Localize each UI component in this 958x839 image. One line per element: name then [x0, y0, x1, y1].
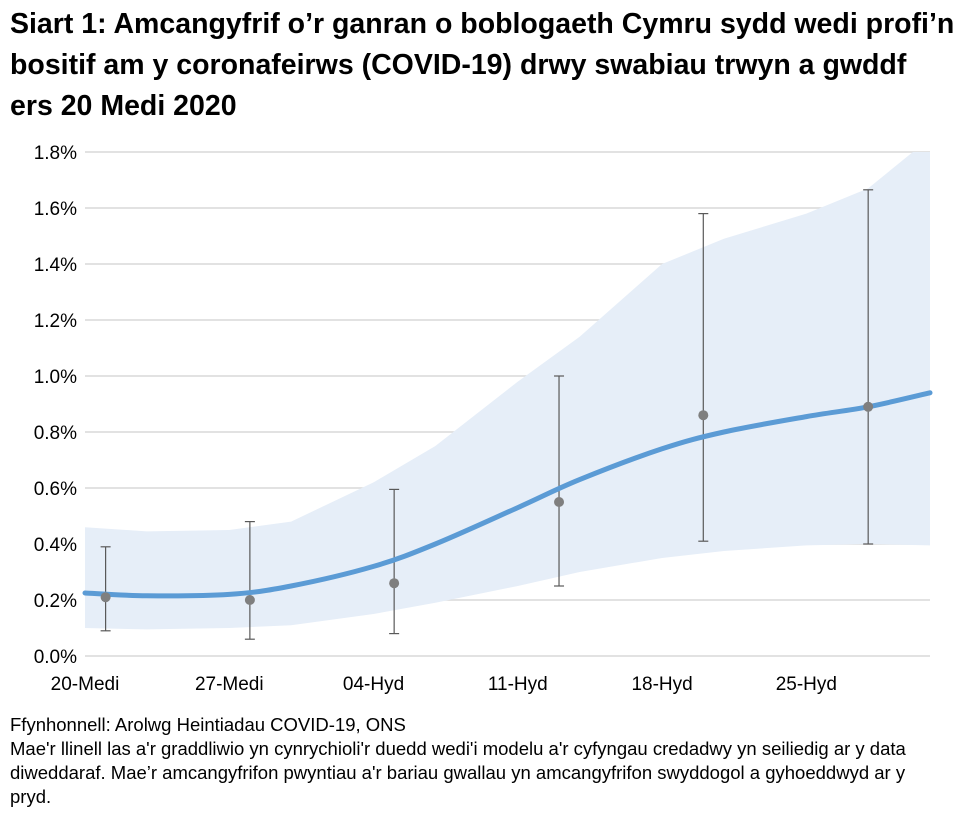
y-tick-label: 1.8%: [34, 143, 77, 164]
estimate-point: [698, 410, 709, 421]
official-estimate-points: [100, 401, 874, 605]
x-tick-label: 27-Medi: [195, 674, 264, 695]
y-tick-label: 1.4%: [34, 255, 77, 276]
y-tick-label: 0.0%: [34, 647, 77, 668]
estimate-point: [863, 401, 874, 412]
chart: 0.0% 0.2% 0.4% 0.6% 0.8% 1.0% 1.2% 1.4% 1.6% 1.8%…: [34, 143, 933, 695]
y-tick-label: 0.6%: [34, 479, 77, 500]
estimate-point: [554, 497, 565, 507]
y-tick-label: 1.6%: [34, 199, 77, 220]
y-axis-labels: 0.0% 0.2% 0.4% 0.6% 0.8% 1.0% 1.2% 1.4% 1.6% 1.8%: [34, 143, 77, 668]
estimate-point: [389, 578, 400, 589]
note-text: Mae'r llinell las a'r graddliwio yn cynr…: [10, 738, 906, 807]
error-bars: [100, 189, 874, 640]
y-tick-label: 1.0%: [34, 367, 77, 388]
chart-notes: Ffynhonnell: Arolwg Heintiadau COVID-19,…: [10, 713, 950, 809]
x-tick-label: 11-Hyd: [488, 674, 548, 695]
y-tick-label: 0.2%: [34, 591, 77, 612]
y-tick-label: 0.4%: [34, 535, 77, 556]
chart-title: Siart 1: Amcangyfrif o’r ganran o boblog…: [10, 8, 955, 122]
modelled-trend-line: [82, 390, 933, 599]
estimate-point: [100, 592, 111, 603]
x-tick-label: 18-Hyd: [631, 674, 692, 695]
credible-interval-band: [85, 152, 930, 630]
y-tick-label: 1.2%: [34, 311, 77, 332]
x-tick-label: 25-Hyd: [776, 674, 837, 695]
y-tick-label: 0.8%: [34, 423, 77, 444]
x-tick-label: 20-Medi: [51, 674, 120, 695]
source-text: Ffynhonnell: Arolwg Heintiadau COVID-19,…: [10, 714, 406, 735]
x-axis-labels: 20-Medi 27-Medi 04-Hyd 11-Hyd 18-Hyd 25-Hyd: [51, 674, 837, 695]
estimate-point: [244, 595, 255, 605]
x-tick-label: 04-Hyd: [343, 674, 404, 695]
